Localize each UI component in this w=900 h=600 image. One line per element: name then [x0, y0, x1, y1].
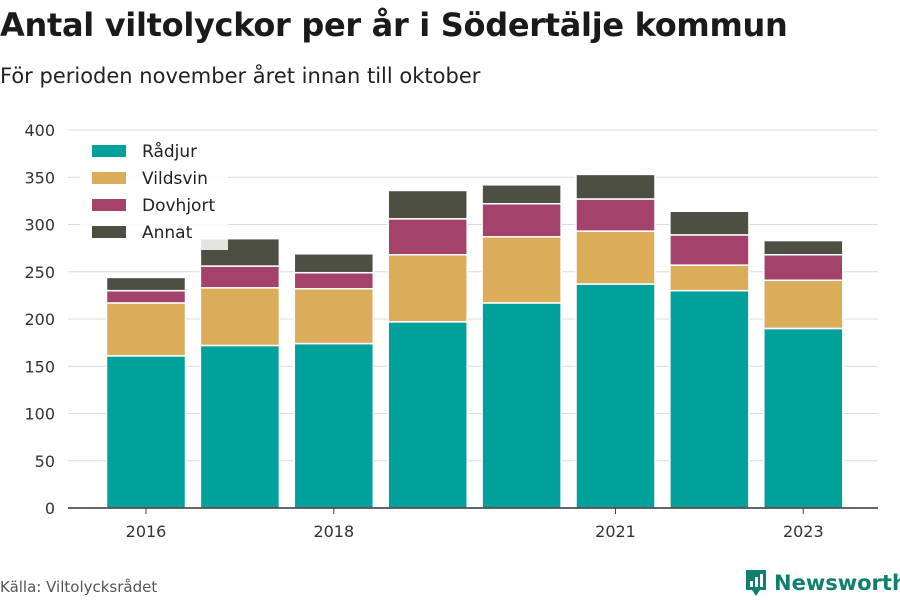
bar-segment: [105, 355, 187, 509]
bar-segment: [763, 253, 844, 282]
bar-segment: [199, 265, 281, 289]
bar-segment: [387, 321, 468, 509]
bar-segment: [293, 271, 375, 290]
bar-segment: [293, 342, 375, 509]
bar-segment: [481, 302, 562, 509]
bar-segment: [575, 230, 656, 285]
bar-segment: [199, 287, 281, 347]
y-tick-label: 100: [24, 405, 55, 424]
bar-segment: [669, 264, 750, 292]
y-tick-label: 250: [24, 263, 55, 282]
chart-title: Antal viltolyckor per år i Södertälje ko…: [0, 6, 788, 44]
x-tick-label: 2021: [595, 522, 636, 541]
bar-segment: [763, 327, 844, 509]
legend-label: Dovhjort: [142, 196, 215, 216]
newsworthy-logo-icon: [746, 570, 766, 596]
bar-segment: [387, 218, 468, 256]
brand-logo: Newsworthy: [744, 568, 900, 598]
legend-label: Annat: [142, 223, 193, 243]
stacked-bar-chart: 0 50 100 150 200 250 300 350 400 2016 2018 2021 2023…: [24, 121, 878, 541]
y-tick-label: 400: [24, 121, 55, 140]
y-tick-label: 300: [24, 216, 55, 235]
bar-segment: [481, 202, 562, 238]
bar-segment: [669, 234, 750, 266]
legend-swatch: [92, 226, 126, 238]
bar-segment: [387, 189, 468, 220]
y-tick-label: 0: [45, 499, 55, 518]
bar-segment: [481, 184, 562, 205]
bar-segment: [293, 288, 375, 345]
bar-segment: [105, 276, 187, 292]
legend-swatch: [92, 172, 126, 184]
bar-segment: [387, 253, 468, 323]
bar-segment: [575, 198, 656, 232]
legend-label: Rådjur: [142, 141, 197, 162]
legend-swatch: [92, 199, 126, 211]
y-tick-label: 200: [24, 310, 55, 329]
bar-segment: [669, 210, 750, 236]
source-note: Källa: Viltolycksrådet: [0, 578, 158, 596]
legend-label: Vildsvin: [142, 169, 208, 189]
bar-segment: [199, 344, 281, 509]
chart-subtitle: För perioden november året innan till ok…: [0, 64, 481, 88]
legend-swatch: [92, 145, 126, 157]
brand-name: Newsworthy: [774, 571, 900, 595]
x-tick-label: 2023: [783, 522, 824, 541]
y-tick-label: 150: [24, 357, 55, 376]
bar-segment: [763, 279, 844, 330]
x-tick-label: 2018: [313, 522, 354, 541]
bar-segment: [105, 302, 187, 357]
bar-segment: [763, 239, 844, 256]
legend: Rådjur Vildsvin Dovhjort Annat: [80, 136, 228, 250]
bar-segment: [105, 289, 187, 304]
bar-segment: [575, 173, 656, 200]
bar-segment: [575, 283, 656, 509]
y-tick-label: 50: [35, 452, 55, 471]
bar-segment: [293, 253, 375, 274]
x-tick-label: 2016: [126, 522, 167, 541]
bar-segment: [481, 236, 562, 304]
y-tick-label: 350: [24, 168, 55, 187]
bar-segment: [669, 289, 750, 509]
